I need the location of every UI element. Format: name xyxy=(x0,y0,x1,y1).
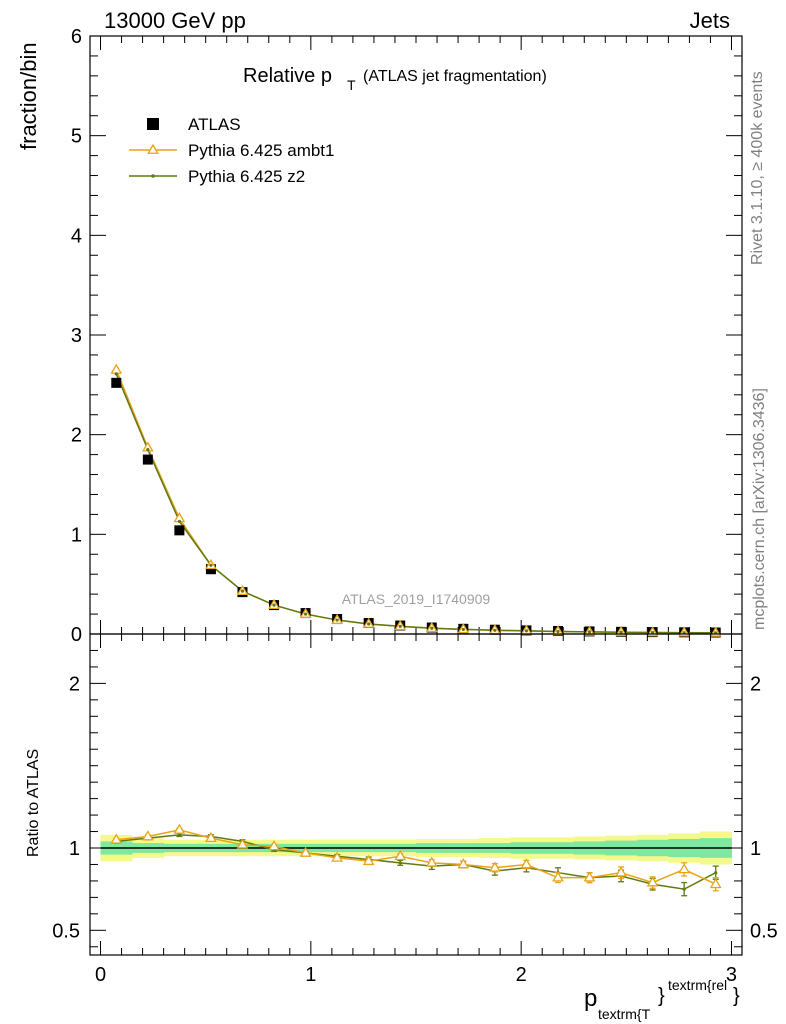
top-ylabel: fraction/bin xyxy=(16,42,41,150)
title-rest: (ATLAS jet fragmentation) xyxy=(363,68,547,85)
title-sub: T xyxy=(347,77,356,93)
rivet-label: Rivet 3.1.10, ≥ 400k events xyxy=(749,71,766,265)
y-tick-label-right: 0.5 xyxy=(750,920,778,942)
ambt1-ratio-point xyxy=(299,846,312,857)
xlabel-sup: textrm{rel xyxy=(668,977,727,993)
z2-ratio-point xyxy=(177,833,181,837)
ambt1-ratio-point xyxy=(268,840,280,851)
z2-point xyxy=(398,624,402,628)
header-left: 13000 GeV pp xyxy=(104,8,246,33)
legend-atlas-marker xyxy=(147,118,159,130)
atlas-point xyxy=(111,377,122,388)
xlabel-main: p xyxy=(584,985,597,1012)
z2-point xyxy=(524,629,529,633)
z2-point xyxy=(335,618,339,622)
ambt1-ratio-point xyxy=(425,856,438,867)
z2-point xyxy=(619,630,623,634)
header-right: Jets xyxy=(690,8,730,33)
y-tick-label: 1 xyxy=(71,524,82,546)
ambt1-ratio-point xyxy=(488,861,501,872)
legend-z2-marker xyxy=(151,174,155,178)
z2-point xyxy=(146,448,150,452)
ambt1-ratio-point xyxy=(646,876,659,887)
xlabel-brace: } xyxy=(658,985,665,1007)
x-tick-label: 0 xyxy=(95,964,106,986)
z2-ratio-point xyxy=(714,871,718,875)
mcplots-label: mcplots.cern.ch [arXiv:1306.3436] xyxy=(751,388,768,630)
plot-title: Relative p T (ATLAS jet fragmentation) xyxy=(243,65,547,93)
ambt1-point xyxy=(110,363,123,374)
xlabel-brace2: } xyxy=(733,985,740,1007)
z2-line xyxy=(115,373,716,634)
ambt1-ratio-line xyxy=(116,829,717,885)
y-tick-label-right: 1 xyxy=(750,838,761,860)
y-tick-label: 4 xyxy=(71,225,82,247)
z2-point xyxy=(587,630,592,634)
y-tick-label: 0 xyxy=(71,624,82,646)
y-tick-label-right: 2 xyxy=(750,673,761,695)
x-tick-label: 1 xyxy=(305,964,316,986)
atlas-point xyxy=(205,564,216,575)
y-tick-label: 2 xyxy=(69,673,80,695)
z2-point xyxy=(493,628,497,632)
title-main: Relative p xyxy=(243,65,332,87)
analysis-watermark: ATLAS_2019_I1740909 xyxy=(342,591,491,607)
z2-point xyxy=(461,627,465,632)
z2-point xyxy=(556,629,560,634)
ambt1-ratio-point xyxy=(678,863,691,874)
legend-label: ATLAS xyxy=(188,115,241,134)
z2-point xyxy=(430,626,434,630)
z2-point xyxy=(209,563,213,567)
z2-point xyxy=(114,372,118,376)
ratio-panel: 0 1 2 3 0.5 0.5 1 1 2 2 xyxy=(52,633,778,986)
ambt1-ratio-point xyxy=(110,833,123,844)
legend: ATLAS Pythia 6.425 ambt1 Pythia 6.425 z2 xyxy=(129,115,334,186)
x-axis-label: p textrm{T } textrm{rel } xyxy=(584,977,740,1022)
legend-ambt1-marker xyxy=(147,143,159,154)
y-tick-label: 2 xyxy=(71,425,82,447)
atlas-point xyxy=(142,454,153,465)
atlas-point xyxy=(174,525,185,536)
legend-label: Pythia 6.425 z2 xyxy=(188,167,305,186)
y-tick-label: 1 xyxy=(69,838,80,860)
ambt1-ratio-point xyxy=(520,858,533,869)
ambt1-ratio-point xyxy=(236,838,249,849)
ambt1-ratio-point xyxy=(362,854,375,866)
z2-point xyxy=(303,612,308,616)
y-tick-label: 6 xyxy=(71,26,82,48)
z2-point xyxy=(367,622,371,626)
z2-point xyxy=(272,603,276,607)
bottom-ylabel: Ratio to ATLAS xyxy=(25,749,42,857)
x-tick-label: 3 xyxy=(726,964,737,986)
ambt1-ratio-point xyxy=(583,871,596,882)
ambt1-ratio-point xyxy=(205,831,217,843)
ambt1-ratio-point xyxy=(552,871,564,882)
z2-point xyxy=(177,519,181,523)
z2-point xyxy=(651,630,655,635)
x-tick-label: 2 xyxy=(516,964,527,986)
y-tick-label: 3 xyxy=(71,325,82,347)
ambt1-ratio-point xyxy=(173,823,186,834)
ambt1-ratio-point xyxy=(457,858,470,869)
xlabel-sub: textrm{T xyxy=(598,1006,651,1022)
y-tick-label: 0.5 xyxy=(52,920,80,942)
ambt1-ratio-point xyxy=(394,849,407,861)
y-tick-label: 5 xyxy=(71,126,82,148)
ambt1-ratio-point xyxy=(709,877,722,889)
top-panel: 0 1 2 3 4 5 6 xyxy=(71,26,743,646)
ambt1-ratio-point xyxy=(615,866,627,877)
ambt1-ratio-point xyxy=(331,851,344,862)
ambt1-ratio-point xyxy=(141,830,154,841)
z2-ratio-point xyxy=(682,887,686,891)
bottom-frame xyxy=(89,633,743,956)
legend-label: Pythia 6.425 ambt1 xyxy=(188,141,334,160)
z2-point xyxy=(240,589,245,593)
z2-ratio-point xyxy=(398,861,402,865)
